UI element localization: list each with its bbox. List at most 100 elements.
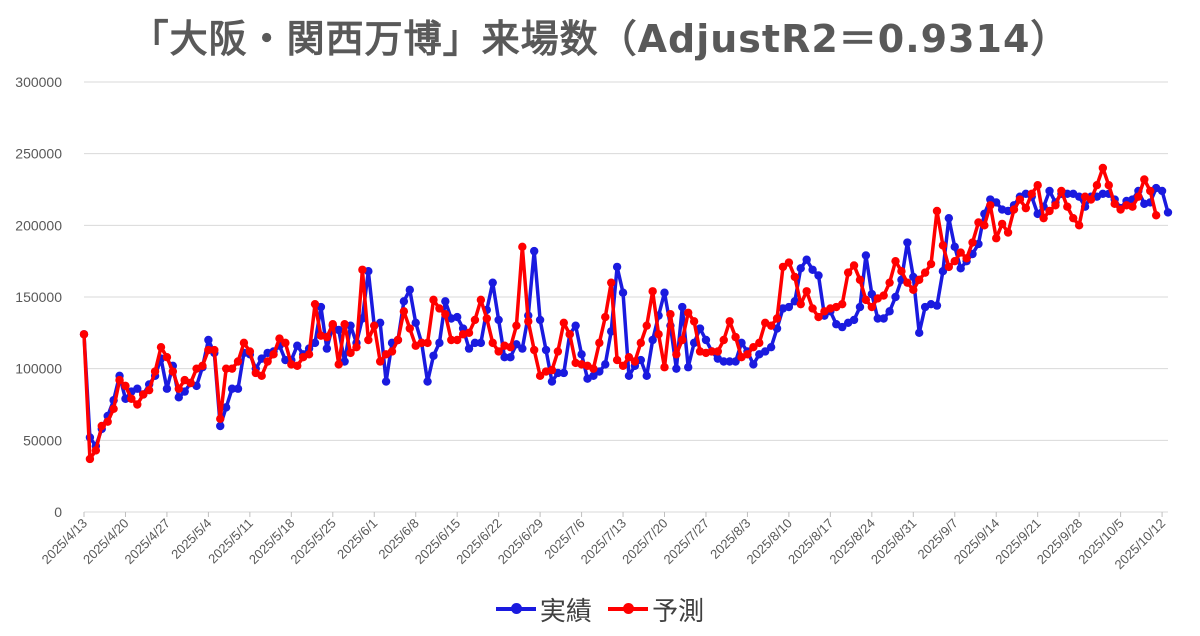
data-point bbox=[867, 289, 877, 299]
data-point bbox=[1033, 181, 1042, 190]
data-point bbox=[310, 338, 320, 348]
data-point bbox=[1110, 199, 1119, 209]
data-point bbox=[784, 302, 794, 312]
data-point bbox=[678, 302, 687, 312]
data-point bbox=[672, 364, 681, 373]
data-point bbox=[441, 310, 450, 319]
data-point bbox=[861, 295, 871, 305]
data-point bbox=[1027, 189, 1036, 198]
legend: 実績 予測 bbox=[0, 588, 1200, 628]
data-point bbox=[452, 312, 462, 322]
data-point bbox=[838, 322, 847, 332]
data-point bbox=[968, 238, 977, 247]
data-point bbox=[304, 350, 314, 359]
data-point bbox=[938, 241, 948, 250]
data-point bbox=[500, 353, 509, 362]
data-point bbox=[1057, 186, 1066, 196]
x-tick-label: 2025/8/31 bbox=[868, 516, 920, 568]
data-point bbox=[1069, 213, 1078, 223]
y-tick-label: 300000 bbox=[15, 74, 62, 90]
data-point bbox=[1134, 192, 1143, 201]
data-point bbox=[204, 335, 213, 345]
data-point bbox=[97, 421, 106, 431]
data-point bbox=[245, 347, 255, 356]
data-point bbox=[938, 267, 948, 276]
data-point bbox=[370, 321, 379, 330]
data-point bbox=[648, 287, 657, 296]
data-point bbox=[903, 278, 912, 287]
legend-item-actual: 実績 bbox=[495, 591, 592, 628]
data-point bbox=[405, 324, 414, 333]
legend-swatch-actual bbox=[495, 603, 536, 614]
data-point bbox=[1074, 221, 1084, 230]
data-point bbox=[221, 364, 231, 373]
data-point bbox=[873, 314, 882, 323]
data-point bbox=[162, 353, 172, 362]
data-point bbox=[731, 332, 740, 342]
data-point bbox=[589, 364, 598, 373]
data-point bbox=[766, 342, 776, 352]
data-point bbox=[701, 335, 711, 345]
data-point bbox=[470, 315, 480, 325]
data-point bbox=[216, 414, 225, 424]
data-point bbox=[399, 307, 409, 316]
data-point bbox=[731, 357, 740, 366]
data-point bbox=[559, 368, 568, 378]
data-point bbox=[399, 297, 409, 306]
data-point bbox=[772, 314, 782, 323]
data-point bbox=[133, 400, 142, 409]
y-tick-label: 50000 bbox=[23, 432, 62, 448]
data-point bbox=[281, 355, 290, 365]
data-point bbox=[612, 262, 622, 272]
data-point bbox=[624, 353, 634, 362]
data-point bbox=[506, 353, 515, 362]
data-point bbox=[458, 324, 468, 333]
data-point bbox=[749, 360, 758, 369]
data-point bbox=[915, 275, 924, 284]
data-point bbox=[322, 332, 332, 342]
x-tick-label: 2025/6/1 bbox=[334, 516, 380, 562]
data-point bbox=[577, 350, 586, 359]
data-point bbox=[79, 330, 89, 339]
data-point bbox=[879, 314, 888, 323]
data-point bbox=[962, 254, 971, 263]
data-point bbox=[115, 375, 124, 385]
data-point bbox=[293, 361, 302, 370]
data-point bbox=[944, 262, 954, 272]
data-point bbox=[885, 307, 894, 316]
data-point bbox=[755, 338, 764, 348]
data-point bbox=[488, 278, 497, 287]
data-point bbox=[689, 317, 699, 326]
data-point bbox=[814, 312, 823, 322]
data-point bbox=[571, 321, 580, 330]
data-point bbox=[435, 304, 444, 313]
data-point bbox=[1074, 192, 1084, 201]
data-point bbox=[660, 363, 669, 372]
data-point bbox=[358, 265, 367, 274]
data-point bbox=[1003, 228, 1013, 237]
data-point bbox=[535, 371, 545, 381]
data-point bbox=[849, 315, 859, 325]
series-0 bbox=[79, 183, 1173, 451]
data-point bbox=[802, 255, 811, 264]
data-point bbox=[275, 334, 284, 343]
data-point bbox=[470, 338, 480, 348]
data-point bbox=[417, 338, 426, 348]
data-point bbox=[932, 301, 942, 310]
data-point bbox=[1098, 163, 1108, 173]
data-point bbox=[518, 242, 527, 252]
data-point bbox=[956, 248, 965, 257]
data-point bbox=[1045, 186, 1054, 196]
data-point bbox=[986, 201, 995, 210]
data-point bbox=[257, 371, 266, 381]
data-point bbox=[725, 317, 734, 326]
data-point bbox=[393, 335, 403, 345]
x-tick-label: 2025/4/27 bbox=[122, 516, 174, 568]
data-point bbox=[565, 330, 574, 339]
data-point bbox=[452, 335, 462, 345]
data-point bbox=[796, 264, 805, 273]
data-point bbox=[221, 403, 231, 412]
data-point bbox=[263, 357, 272, 366]
data-point bbox=[1039, 213, 1048, 223]
data-point bbox=[743, 350, 752, 359]
